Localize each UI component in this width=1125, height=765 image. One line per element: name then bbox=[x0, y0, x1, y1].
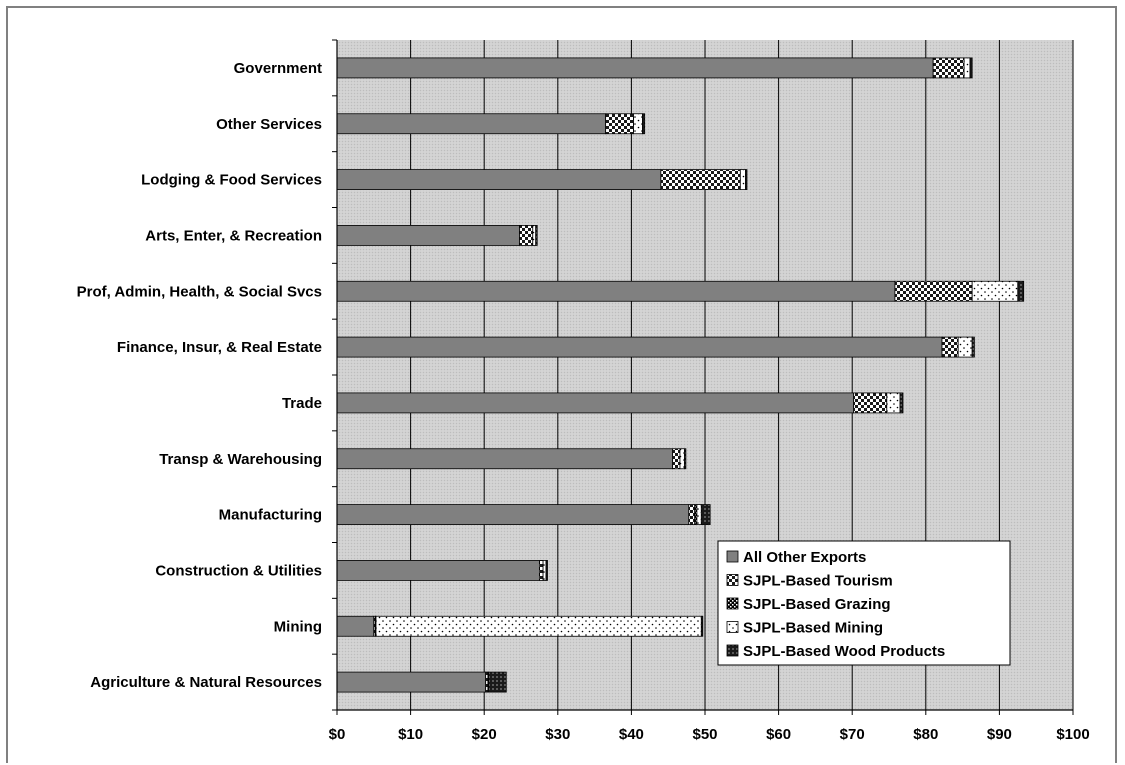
bar-segment bbox=[745, 169, 748, 190]
bar-segment bbox=[633, 113, 643, 135]
bar-segment bbox=[739, 169, 746, 190]
bar-segment bbox=[700, 615, 704, 637]
bar-segment bbox=[672, 448, 681, 470]
legend-swatch bbox=[726, 621, 739, 633]
category-label: Finance, Insur, & Real Estate bbox=[117, 339, 322, 356]
category-label: Agriculture & Natural Resources bbox=[90, 674, 322, 691]
bar-segment bbox=[336, 615, 375, 637]
bar-segment bbox=[336, 113, 607, 135]
chart-frame bbox=[6, 6, 1117, 763]
x-tick-label: $60 bbox=[766, 726, 791, 743]
bar-segment bbox=[336, 169, 662, 190]
bar-segment bbox=[957, 336, 973, 358]
bar-segment bbox=[532, 225, 537, 246]
legend-label: SJPL-Based Mining bbox=[743, 620, 883, 637]
bar-segment bbox=[932, 57, 965, 79]
bar-segment bbox=[853, 392, 888, 414]
bar-segment bbox=[971, 336, 975, 358]
legend: All Other Exports SJPL-Based Tourism SJPL-… bbox=[717, 540, 1011, 666]
bar-segment bbox=[519, 225, 534, 246]
legend-label: SJPL-Based Tourism bbox=[743, 573, 893, 590]
bar-segment bbox=[336, 671, 487, 693]
bar-segment bbox=[336, 225, 520, 246]
bar-segment bbox=[336, 560, 540, 581]
bar-segment bbox=[894, 280, 973, 302]
bar-segment bbox=[971, 280, 1019, 302]
legend-label: All Other Exports bbox=[743, 549, 866, 566]
bar-segment bbox=[969, 57, 973, 79]
category-label: Mining bbox=[274, 618, 322, 635]
category-label: Trade bbox=[282, 395, 322, 412]
x-tick-label: $90 bbox=[987, 726, 1012, 743]
x-tick-label: $30 bbox=[545, 726, 570, 743]
category-label: Arts, Enter, & Recreation bbox=[145, 227, 322, 244]
category-label: Prof, Admin, Health, & Social Svcs bbox=[77, 283, 322, 300]
category-label: Manufacturing bbox=[219, 507, 322, 524]
bar-segment bbox=[688, 504, 696, 525]
bar-segment bbox=[605, 113, 635, 135]
x-tick-label: $70 bbox=[840, 726, 865, 743]
bar-segment bbox=[1017, 280, 1025, 302]
category-label: Construction & Utilities bbox=[155, 562, 322, 579]
bar-segment bbox=[539, 560, 544, 581]
x-tick-label: $10 bbox=[398, 726, 423, 743]
bar-segment bbox=[545, 560, 548, 581]
bar-segment bbox=[542, 560, 547, 581]
category-label: Transp & Warehousing bbox=[159, 451, 322, 468]
bar-segment bbox=[941, 336, 959, 358]
x-tick-label: $40 bbox=[619, 726, 644, 743]
bar-segment bbox=[336, 57, 934, 79]
x-tick-label: $100 bbox=[1056, 726, 1089, 743]
legend-swatch bbox=[726, 574, 739, 586]
bar-segment bbox=[336, 448, 674, 470]
category-label: Other Services bbox=[216, 116, 322, 133]
x-tick-label: $80 bbox=[913, 726, 938, 743]
legend-box bbox=[717, 540, 1011, 666]
bar-segment bbox=[696, 504, 702, 525]
bar-segment bbox=[660, 169, 741, 190]
legend-label: SJPL-Based Grazing bbox=[743, 596, 891, 613]
bar-segment bbox=[679, 448, 685, 470]
category-label: Government bbox=[234, 60, 322, 77]
x-tick-labels: $0 $10 $20 $30 $40 $50 $60 $70 $80 $90 $100 bbox=[329, 726, 1090, 743]
legend-label: SJPL-Based Wood Products bbox=[743, 643, 945, 660]
bar-segment bbox=[899, 392, 904, 414]
legend-swatch bbox=[726, 550, 739, 563]
bar-segment bbox=[700, 504, 711, 525]
x-tick-label: $50 bbox=[692, 726, 717, 743]
bar-segment bbox=[375, 615, 702, 637]
bar-segment bbox=[488, 671, 507, 693]
axes bbox=[332, 39, 1074, 715]
bar-segment bbox=[683, 448, 687, 470]
bar-segment bbox=[642, 113, 646, 135]
category-labels: Government Other Services Lodging & Food S… bbox=[77, 60, 322, 691]
bar-segment bbox=[336, 504, 690, 525]
bar-segment bbox=[336, 336, 943, 358]
bar-segment bbox=[336, 392, 855, 414]
bar-segment bbox=[963, 57, 971, 79]
bars bbox=[336, 57, 1025, 693]
x-tick-label: $20 bbox=[472, 726, 497, 743]
bar-segment bbox=[535, 225, 538, 246]
bar-segment bbox=[886, 392, 901, 414]
bar-segment bbox=[336, 280, 896, 302]
category-label: Lodging & Food Services bbox=[141, 172, 322, 189]
x-tick-label: $0 bbox=[329, 726, 346, 743]
legend-swatch bbox=[726, 597, 739, 610]
legend-swatch bbox=[726, 644, 739, 657]
